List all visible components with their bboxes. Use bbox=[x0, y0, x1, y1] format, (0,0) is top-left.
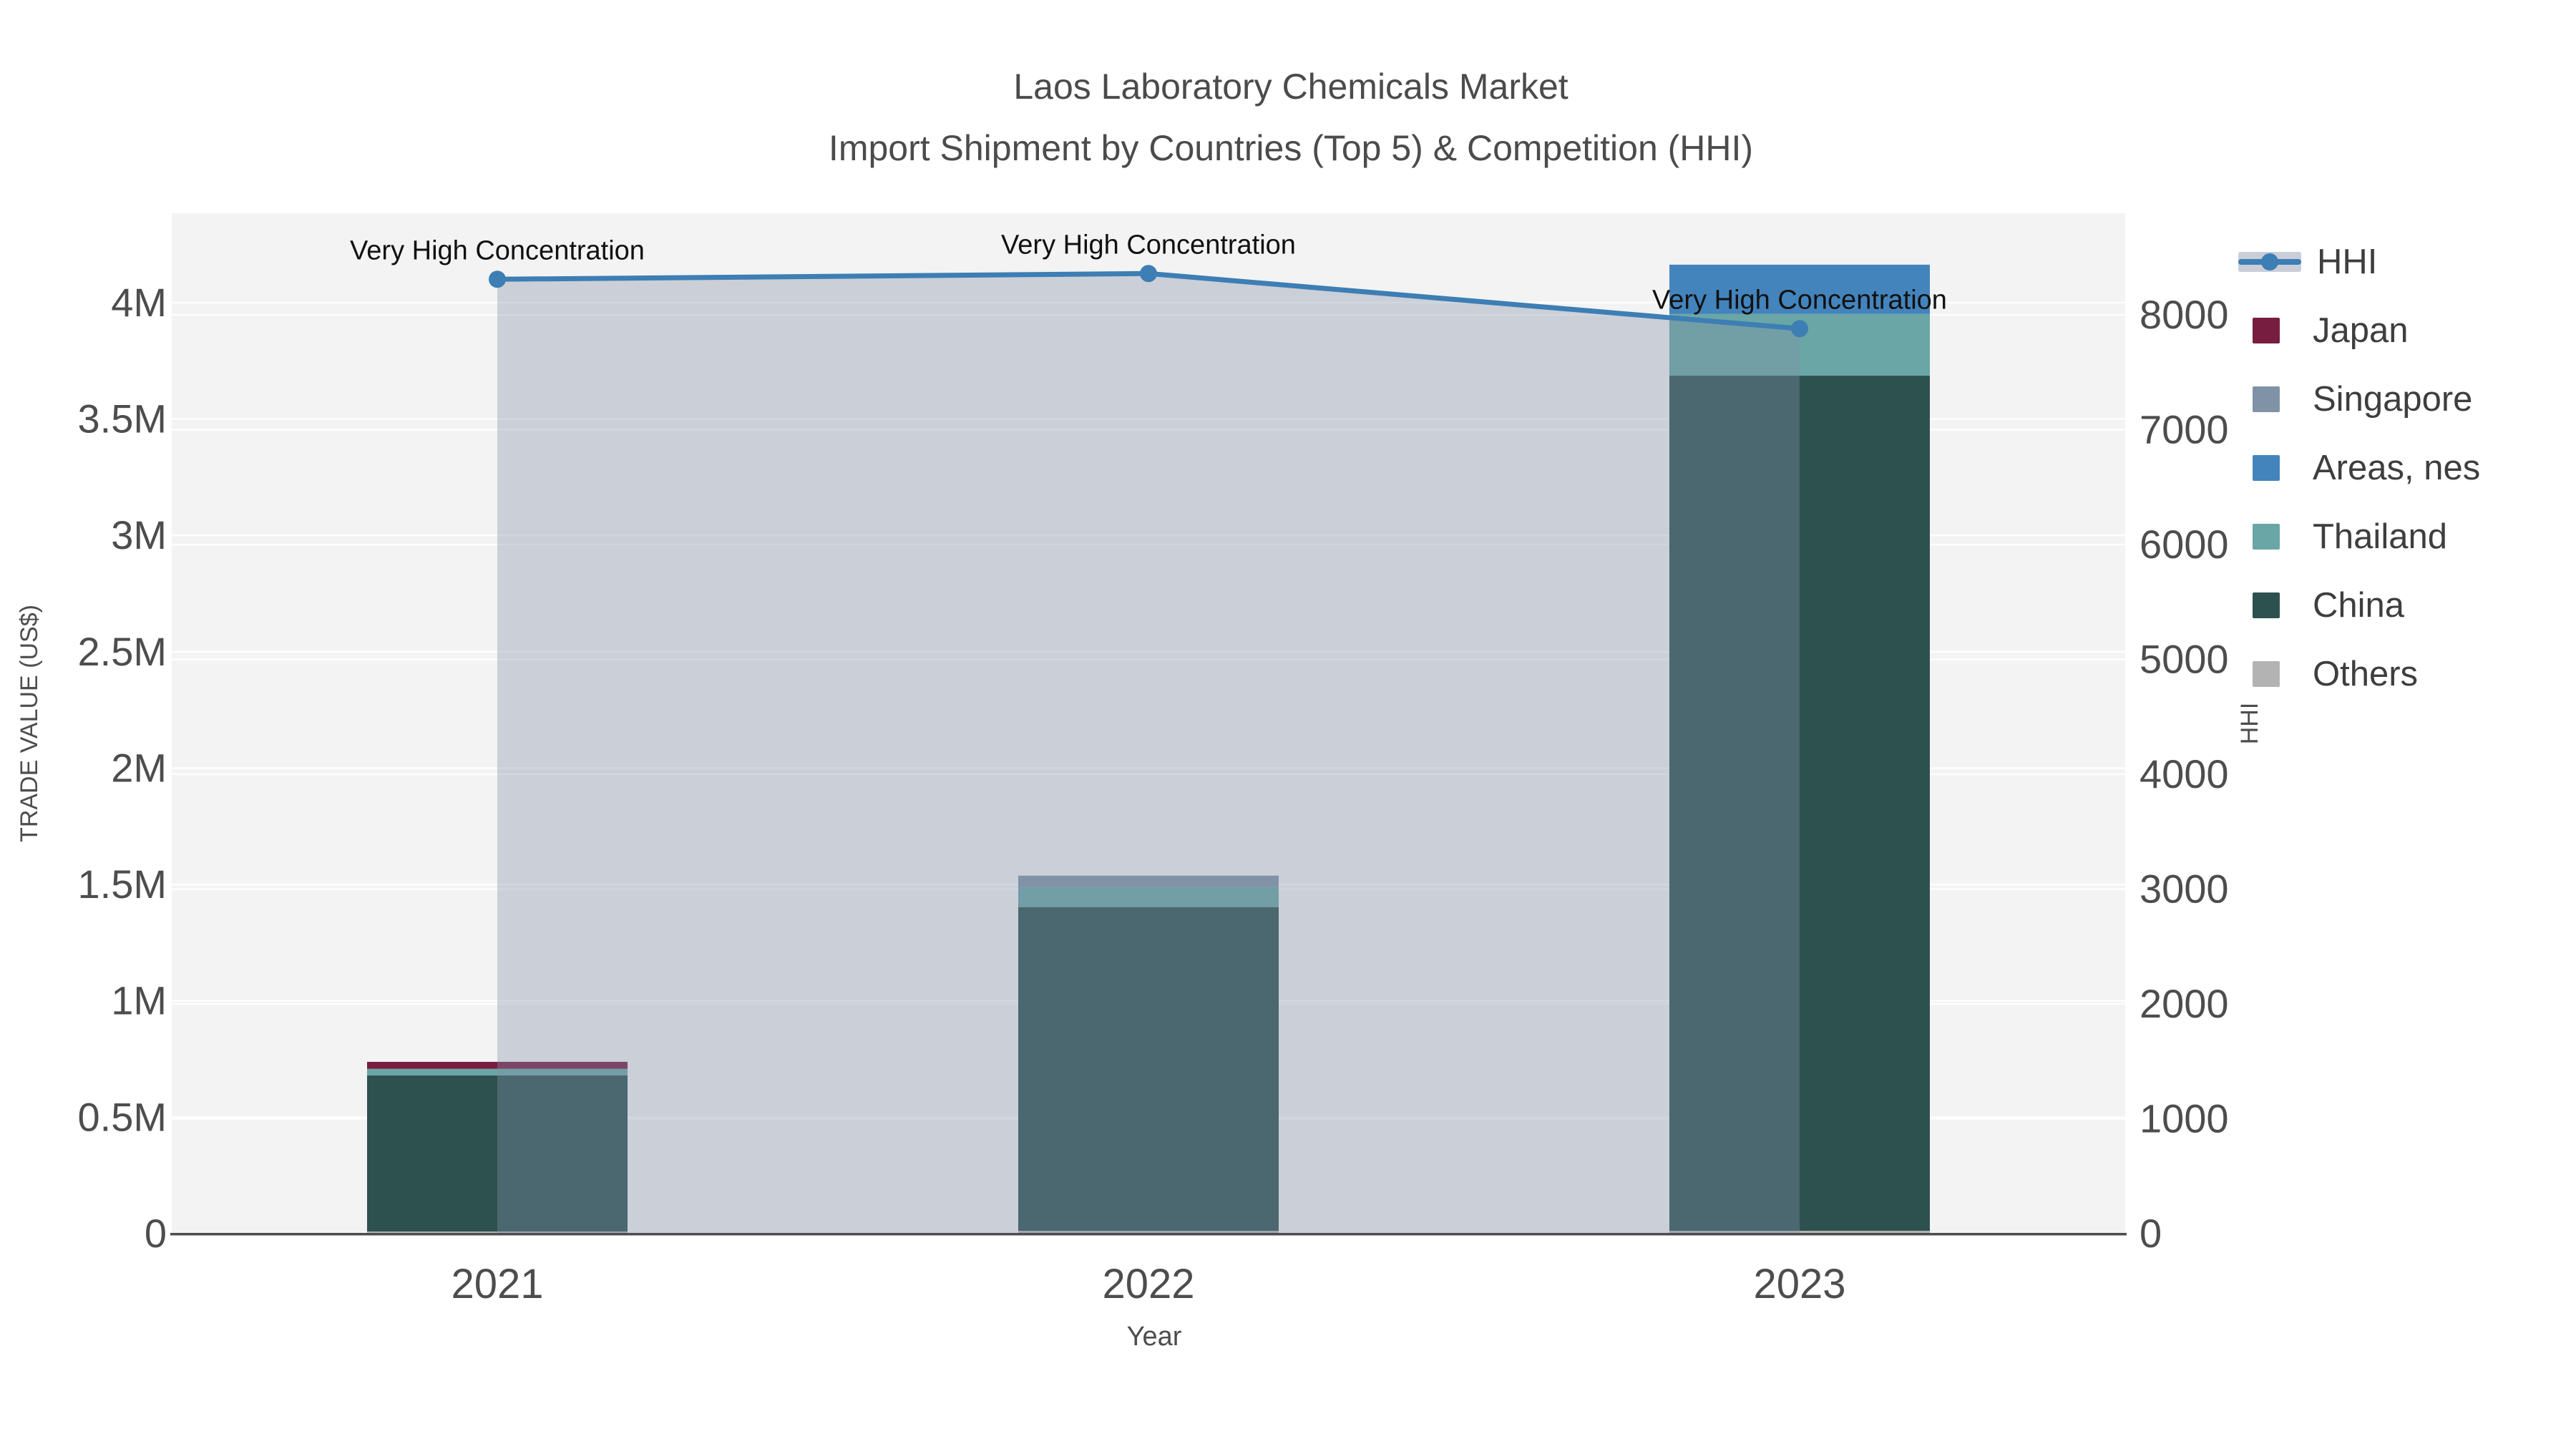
chart-title: Laos Laboratory Chemicals Market Import … bbox=[0, 69, 2576, 166]
right-tick-1000: 1000 bbox=[2140, 1096, 2229, 1141]
right-tick-6000: 6000 bbox=[2140, 522, 2229, 567]
bar-segment-2021-china bbox=[367, 1075, 628, 1232]
annotation-2021: Very High Concentration bbox=[350, 235, 645, 265]
legend-item-hhi[interactable]: HHI bbox=[2238, 239, 2377, 285]
bar-segment-2022-thailand bbox=[1018, 887, 1279, 907]
left-tick-3.5M: 3.5M bbox=[78, 396, 167, 441]
left-tick-1.5M: 1.5M bbox=[78, 862, 167, 907]
right-tick-3000: 3000 bbox=[2140, 867, 2229, 912]
legend-swatch-japan bbox=[2253, 318, 2280, 343]
legend-swatch-china bbox=[2253, 592, 2280, 618]
hhi-marker-2021 bbox=[489, 270, 506, 288]
hhi-marker-2023 bbox=[1791, 320, 1808, 338]
left-tick-0.5M: 0.5M bbox=[78, 1094, 167, 1139]
bar-segment-2023-areas-nes bbox=[1669, 264, 1930, 314]
chart-title-line1: Laos Laboratory Chemicals Market bbox=[1013, 67, 1568, 107]
bar-segment-2021-thailand bbox=[367, 1068, 628, 1075]
hhi-marker-2022 bbox=[1140, 265, 1157, 283]
chart-title-line2: Import Shipment by Countries (Top 5) & C… bbox=[828, 128, 1754, 168]
bar-segment-2022-others bbox=[1018, 1231, 1279, 1234]
right-tick-4000: 4000 bbox=[2140, 751, 2229, 796]
legend-swatch-singapore bbox=[2253, 386, 2280, 412]
bar-segment-2022-china bbox=[1018, 907, 1279, 1231]
left-tick-3M: 3M bbox=[111, 512, 167, 557]
legend-label-singapore: Singapore bbox=[2313, 380, 2473, 419]
bar-segment-2023-china bbox=[1669, 376, 1930, 1231]
bar-segment-2021-japan bbox=[367, 1061, 628, 1069]
x-tick-2023: 2023 bbox=[1753, 1261, 1845, 1307]
legend-label-areas-nes: Areas, nes bbox=[2313, 449, 2481, 487]
right-tick-5000: 5000 bbox=[2140, 637, 2229, 682]
right-tick-7000: 7000 bbox=[2140, 407, 2229, 452]
right-tick-8000: 8000 bbox=[2140, 292, 2229, 337]
hhi-area-fill bbox=[497, 273, 1800, 1234]
x-axis-title: Year bbox=[1127, 1322, 1182, 1352]
annotation-2022: Very High Concentration bbox=[1001, 230, 1296, 260]
left-tick-1M: 1M bbox=[111, 978, 167, 1023]
legend-hhi-line-swatch bbox=[2238, 252, 2301, 272]
right-tick-0: 0 bbox=[2140, 1211, 2162, 1256]
x-tick-2021: 2021 bbox=[451, 1261, 543, 1307]
left-axis-title: TRADE VALUE (US$) bbox=[16, 605, 43, 842]
legend-item-others[interactable]: Others bbox=[2253, 651, 2418, 697]
legend-item-japan[interactable]: Japan bbox=[2253, 308, 2409, 353]
legend-label-hhi: HHI bbox=[2317, 243, 2378, 281]
right-tick-2000: 2000 bbox=[2140, 981, 2229, 1026]
legend-swatch-thailand bbox=[2253, 524, 2280, 550]
bar-segment-2023-others bbox=[1669, 1231, 1930, 1234]
x-tick-2022: 2022 bbox=[1102, 1261, 1194, 1307]
legend-label-japan: Japan bbox=[2313, 311, 2409, 350]
bar-segment-2021-others bbox=[367, 1231, 628, 1234]
legend-item-singapore[interactable]: Singapore bbox=[2253, 376, 2472, 422]
legend-swatch-others bbox=[2253, 661, 2280, 687]
bar-segment-2022-singapore bbox=[1018, 875, 1279, 887]
legend-label-china: China bbox=[2313, 586, 2405, 625]
left-tick-4M: 4M bbox=[111, 280, 167, 325]
left-tick-0: 0 bbox=[145, 1211, 167, 1256]
legend-item-areas-nes[interactable]: Areas, nes bbox=[2253, 445, 2480, 491]
legend-label-others: Others bbox=[2313, 655, 2419, 693]
left-tick-2M: 2M bbox=[111, 745, 167, 790]
left-tick-2.5M: 2.5M bbox=[78, 629, 167, 674]
annotation-2023: Very High Concentration bbox=[1652, 285, 1947, 315]
legend-swatch-areas-nes bbox=[2253, 455, 2280, 481]
legend-item-china[interactable]: China bbox=[2253, 582, 2404, 628]
x-axis-line bbox=[170, 1233, 2127, 1236]
right-axis-title: HHI bbox=[2236, 703, 2263, 745]
legend-label-thailand: Thailand bbox=[2313, 517, 2447, 556]
legend-item-thailand[interactable]: Thailand bbox=[2253, 514, 2447, 560]
